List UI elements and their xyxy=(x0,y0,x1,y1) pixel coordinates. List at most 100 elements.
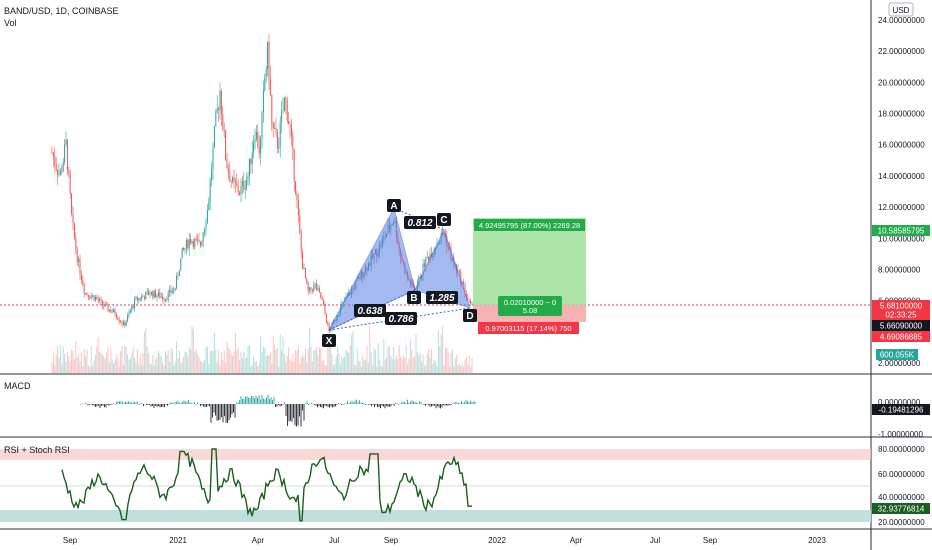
macd-bar xyxy=(212,404,213,418)
time-axis[interactable]: Sep 2021 Apr Jul Sep 2022 Apr Jul Sep 2023 xyxy=(63,536,827,545)
macd-bar xyxy=(377,404,378,408)
volume-bar xyxy=(117,358,119,373)
point-c-label[interactable]: C xyxy=(437,213,451,226)
macd-bar xyxy=(171,402,173,404)
candle-body xyxy=(170,289,172,293)
volume-bar xyxy=(230,352,232,373)
volume-bar xyxy=(451,349,453,373)
macd-bar xyxy=(395,402,396,404)
candle-body xyxy=(255,132,257,139)
point-x-label[interactable]: X xyxy=(322,334,336,347)
loss-label[interactable]: 0.97003115 (17.14%) 750 xyxy=(478,322,579,334)
volume-bar xyxy=(90,346,92,373)
volume-bar xyxy=(251,364,253,373)
macd-bar xyxy=(111,404,113,405)
candle-body xyxy=(229,172,231,182)
svg-text:600.055K: 600.055K xyxy=(880,351,915,360)
currency-button[interactable]: USD xyxy=(888,2,914,17)
entry-label[interactable]: 0.02010000 ~ 0 5.08 xyxy=(498,296,562,316)
macd-bar xyxy=(98,404,99,406)
candle-body xyxy=(195,238,197,240)
macd-bar xyxy=(192,403,194,404)
macd-bar xyxy=(95,404,96,407)
macd-bar xyxy=(173,403,174,404)
candle-body xyxy=(82,280,84,286)
candle-body xyxy=(71,194,73,215)
macd-bar xyxy=(390,404,392,407)
candle-body xyxy=(100,298,102,301)
macd-bar xyxy=(434,404,435,406)
volume-bar xyxy=(269,353,271,373)
volume-legend[interactable]: Vol xyxy=(4,18,17,28)
macd-histogram xyxy=(80,394,476,427)
macd-bar xyxy=(93,404,95,406)
macd-bar xyxy=(380,404,381,409)
volume-bar xyxy=(194,351,196,373)
volume-bar xyxy=(338,354,340,373)
macd-bar xyxy=(284,402,285,404)
macd-bar xyxy=(191,403,192,404)
volume-bar xyxy=(353,364,355,373)
macd-bar xyxy=(378,404,380,408)
candle-body xyxy=(51,152,53,154)
candle-body xyxy=(75,237,77,249)
macd-bar xyxy=(384,404,386,409)
macd-bar xyxy=(453,402,455,404)
macd-bar xyxy=(243,398,245,404)
macd-bar xyxy=(218,404,219,421)
macd-title[interactable]: MACD xyxy=(4,381,31,391)
svg-text:5.68100000: 5.68100000 xyxy=(880,302,923,311)
volume-bar xyxy=(296,350,298,373)
volume-bar xyxy=(374,349,376,373)
volume-bar xyxy=(331,354,333,373)
point-b-label[interactable]: B xyxy=(407,291,421,304)
price-tick: 10.00000000 xyxy=(878,234,925,243)
candle-body xyxy=(65,139,67,145)
candle-body xyxy=(92,295,94,297)
candle-body xyxy=(96,297,98,299)
macd-bar xyxy=(474,401,476,404)
volume-bar xyxy=(363,360,365,373)
point-d-label[interactable]: D xyxy=(463,309,477,322)
profit-label[interactable]: 4.92495795 (87.00%) 2269.28 xyxy=(474,219,585,231)
volume-bar xyxy=(439,345,441,373)
svg-text:0.812: 0.812 xyxy=(407,218,432,229)
macd-bar xyxy=(375,404,377,406)
volume-bar xyxy=(96,347,98,373)
volume-bar xyxy=(292,354,294,373)
volume-bar xyxy=(176,341,178,373)
macd-bar xyxy=(156,404,158,407)
volume-bar xyxy=(164,351,166,373)
volume-bar xyxy=(255,361,257,373)
candle-body xyxy=(87,294,89,298)
candle-body xyxy=(76,248,78,262)
rsi-title[interactable]: RSI + Stoch RSI xyxy=(4,445,70,455)
macd-bar xyxy=(83,403,84,405)
point-a-label[interactable]: A xyxy=(387,199,401,212)
candle-body xyxy=(85,293,87,294)
volume-bar xyxy=(463,366,465,373)
candle-body xyxy=(174,288,176,290)
candle-body xyxy=(197,239,199,241)
volume-bar xyxy=(79,361,81,373)
svg-text:1.285: 1.285 xyxy=(429,293,454,304)
volume-bar xyxy=(304,348,306,373)
symbol-title[interactable]: BAND/USD, 1D, COINBASE xyxy=(4,6,119,16)
macd-tick-neg1: -1.00000000 xyxy=(878,430,923,439)
volume-bar xyxy=(195,349,197,373)
candle-body xyxy=(99,298,101,301)
ratio-label-0638: 0.638 xyxy=(354,304,386,317)
profit-zone[interactable] xyxy=(473,218,586,305)
volume-bar xyxy=(150,364,152,373)
volume-bar xyxy=(225,363,227,373)
volume-bar xyxy=(306,362,308,373)
candle-body xyxy=(225,131,227,160)
rsi-tick-20: 20.00000000 xyxy=(878,518,925,527)
macd-bar xyxy=(272,399,273,404)
macd-bar xyxy=(207,404,209,406)
volume-bar xyxy=(124,345,126,373)
candle-body xyxy=(293,148,295,182)
macd-bar xyxy=(206,404,207,407)
macd-bar xyxy=(411,400,413,404)
